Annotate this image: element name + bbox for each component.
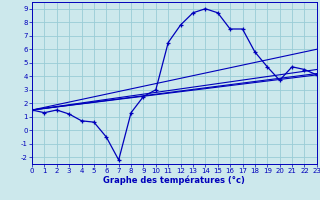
X-axis label: Graphe des températures (°c): Graphe des températures (°c) xyxy=(103,176,245,185)
